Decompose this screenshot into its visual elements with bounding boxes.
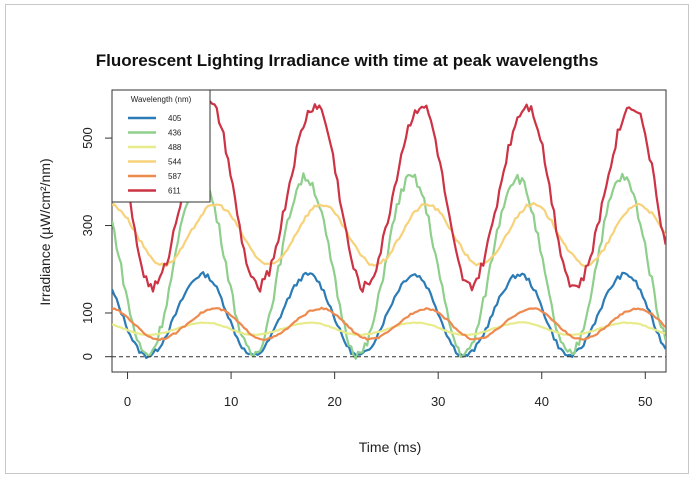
series-line-544 [112, 201, 666, 268]
x-tick-label: 50 [638, 394, 652, 409]
series-line-488 [112, 321, 666, 337]
series-line-405 [112, 271, 666, 359]
legend-box [111, 89, 211, 203]
y-axis-label: Irradiance (µW/cm²/nm) [37, 158, 53, 305]
legend-label-436: 436 [168, 129, 182, 138]
x-tick-label: 40 [535, 394, 549, 409]
chart-title: Fluorescent Lighting Irradiance with tim… [96, 51, 599, 70]
legend-label-544: 544 [168, 158, 182, 167]
legend: Wavelength (nm) 405 436 488 544 587 611 [111, 89, 211, 203]
x-tick-label: 20 [327, 394, 341, 409]
x-tick-label: 10 [224, 394, 238, 409]
x-tick-label: 30 [431, 394, 445, 409]
legend-label-405: 405 [168, 114, 182, 123]
x-tick-label: 0 [124, 394, 131, 409]
y-tick-label: 100 [80, 302, 95, 324]
plot-area [111, 89, 667, 373]
x-axis-label: Time (ms) [359, 439, 421, 455]
legend-label-488: 488 [168, 143, 182, 152]
legend-label-587: 587 [168, 172, 182, 181]
series-line-587 [112, 306, 666, 342]
legend-label-611: 611 [168, 187, 181, 196]
y-tick-label: 0 [80, 353, 95, 360]
y-tick-label: 500 [80, 127, 95, 149]
y-tick-label: 300 [80, 215, 95, 237]
legend-title: Wavelength (nm) [131, 95, 192, 104]
